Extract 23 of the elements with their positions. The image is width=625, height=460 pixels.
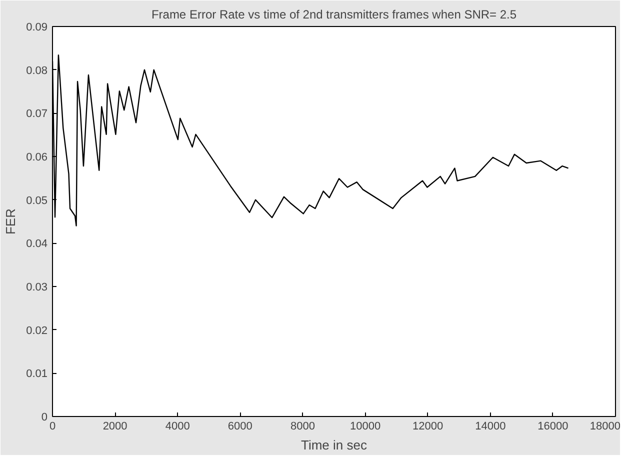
y-tick-label: 0.07 xyxy=(26,108,48,120)
y-tick-label: 0.01 xyxy=(26,368,48,380)
y-axis-title: FER xyxy=(3,208,18,234)
x-tick-label: 16000 xyxy=(538,420,568,432)
y-tick-label: 0.04 xyxy=(26,238,48,250)
y-tick-label: 0.03 xyxy=(26,282,48,294)
x-tick-label: 10000 xyxy=(350,420,381,432)
y-tick-label: 0.08 xyxy=(26,64,48,77)
y-tick-label: 0.02 xyxy=(26,324,48,337)
y-tick-label: 0 xyxy=(41,412,48,424)
x-tick-label: 0 xyxy=(49,420,56,432)
x-tick-label: 14000 xyxy=(475,420,506,432)
x-tick-label: 2000 xyxy=(102,420,128,432)
chart-title: Frame Error Rate vs time of 2nd transmitters frames when SNR= 2.5 xyxy=(151,8,517,22)
x-tick-label: 8000 xyxy=(290,420,315,432)
x-tick-label: 18000 xyxy=(590,420,621,432)
y-tick-label: 0.05 xyxy=(26,194,48,207)
y-tick-label: 0.06 xyxy=(26,152,48,164)
x-tick-label: 6000 xyxy=(228,420,252,432)
x-axis-title: Time in sec xyxy=(301,438,368,452)
x-tick-label: 4000 xyxy=(165,420,190,432)
x-tick-label: 12000 xyxy=(412,420,444,432)
y-tick-label: 0.09 xyxy=(26,22,48,34)
